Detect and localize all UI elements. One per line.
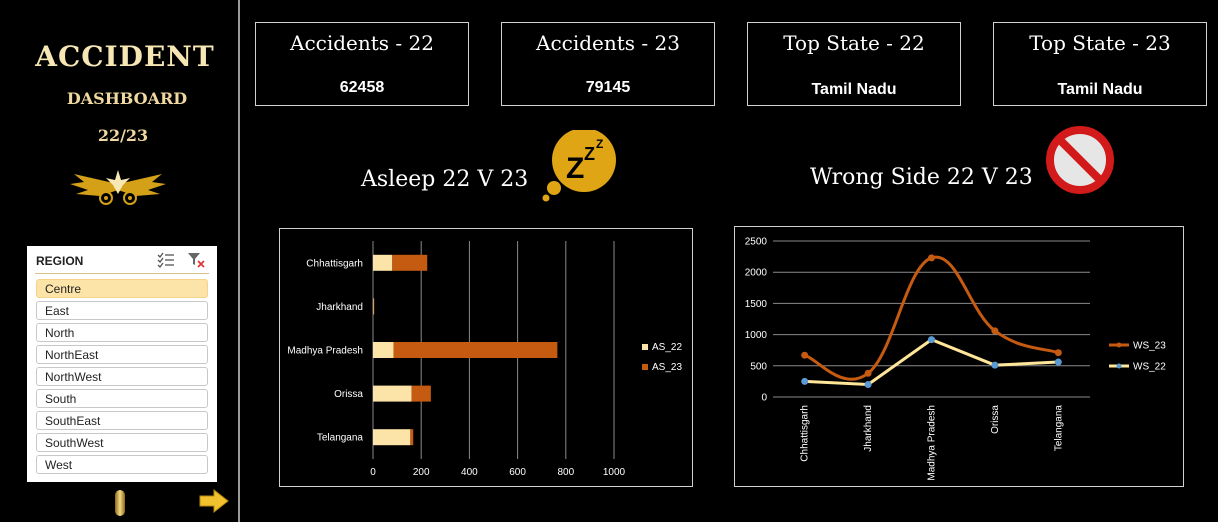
legend-swatch — [642, 364, 648, 370]
wrong-side-line-chart-svg: 0 500 1000 1500 2000 2500 Chhattisgarh Jharkhan… — [745, 237, 1166, 481]
x-tick-label: 400 — [461, 467, 478, 478]
bar-as-23 — [411, 385, 431, 402]
kpi-label: Accidents - 22 — [290, 31, 434, 55]
data-point — [928, 254, 935, 262]
y-tick-label: 500 — [750, 361, 767, 372]
dashboard-title: ACCIDENT — [35, 40, 215, 73]
y-tick-label: 1500 — [745, 299, 768, 310]
slicer-item-north[interactable]: North — [36, 323, 208, 342]
slicer-title: REGION — [36, 254, 84, 268]
scroll-thumb-icon[interactable] — [114, 489, 126, 522]
kpi-value: Tamil Nadu — [811, 81, 897, 98]
x-tick-label: Orissa — [990, 405, 1001, 434]
legend-swatch — [642, 344, 648, 350]
asleep-bar-chart-svg: 0 200 400 600 800 1000 Chhattisgarh Jharkhand Ma… — [287, 241, 682, 478]
sidebar: ACCIDENT DASHBOARD 22/23 REGION — [0, 0, 238, 522]
data-point — [1054, 358, 1062, 366]
x-tick-label: 1000 — [603, 467, 626, 478]
svg-text:Z: Z — [566, 152, 584, 185]
bar-as-22 — [373, 254, 393, 271]
no-entry-icon — [1044, 124, 1116, 201]
x-tick-label: Madhya Pradesh — [927, 405, 938, 481]
wrong-side-chart: 0 500 1000 1500 2000 2500 Chhattisgarh Jharkhan… — [734, 226, 1184, 487]
data-point — [801, 377, 809, 385]
y-tick-label: Chhattisgarh — [306, 258, 363, 269]
bar-as-23 — [392, 254, 428, 271]
x-tick-label: 800 — [557, 467, 574, 478]
arrow-right-icon[interactable] — [198, 488, 230, 518]
data-point — [991, 361, 999, 369]
x-tick-label: Chhattisgarh — [800, 405, 811, 462]
region-slicer: REGION Centre East North NorthEast Nor — [27, 246, 217, 482]
x-tick-label: Telangana — [1053, 405, 1064, 452]
kpi-card-accidents-23: Accidents - 23 79145 — [501, 22, 715, 106]
bar-as-22 — [373, 385, 412, 402]
data-point — [928, 336, 935, 344]
x-tick-label: Jharkhand — [863, 405, 874, 452]
sleep-bubble-icon: Z Z Z — [540, 128, 620, 207]
legend-label: WS_23 — [1133, 341, 1166, 352]
x-tick-label: 0 — [370, 467, 376, 478]
bar-as-23 — [393, 342, 558, 358]
y-tick-label: 1000 — [745, 330, 768, 341]
slicer-item-centre[interactable]: Centre — [36, 279, 208, 298]
data-point — [991, 327, 999, 335]
y-tick-label: 2500 — [745, 237, 768, 248]
kpi-label: Accidents - 23 — [536, 31, 680, 55]
y-tick-label: Orissa — [334, 389, 363, 400]
data-point — [1054, 349, 1062, 357]
slicer-item-south[interactable]: South — [36, 389, 208, 408]
kpi-value: 79145 — [585, 79, 631, 96]
svg-text:Z: Z — [584, 144, 595, 164]
kpi-card-accidents-22: Accidents - 22 62458 — [255, 22, 469, 106]
slicer-item-east[interactable]: East — [36, 301, 208, 320]
clear-filter-icon[interactable] — [187, 252, 205, 273]
y-tick-label: Telangana — [317, 433, 364, 444]
kpi-value: 62458 — [339, 79, 385, 96]
x-tick-label: 200 — [413, 467, 430, 478]
kpi-label: Top State - 22 — [783, 31, 925, 55]
slicer-header: REGION — [27, 246, 217, 274]
legend-label: AS_22 — [652, 342, 682, 353]
slicer-item-southeast[interactable]: SouthEast — [36, 411, 208, 430]
y-tick-label: Madhya Pradesh — [287, 346, 363, 357]
slicer-item-west[interactable]: West — [36, 455, 208, 474]
slicer-item-northwest[interactable]: NorthWest — [36, 367, 208, 386]
sidebar-divider — [238, 0, 240, 522]
data-point — [801, 351, 809, 359]
bar-as-22 — [373, 342, 394, 358]
kpi-value: Tamil Nadu — [1057, 81, 1143, 98]
y-tick-label: 2000 — [745, 268, 768, 279]
bar-as-23 — [373, 298, 375, 315]
legend-label: AS_23 — [652, 362, 682, 373]
kpi-card-top-state-23: Top State - 23 Tamil Nadu — [993, 22, 1207, 106]
svg-text:Z: Z — [596, 137, 603, 151]
dashboard-period: 22/23 — [97, 126, 149, 145]
legend-marker — [1116, 342, 1122, 348]
bar-as-22 — [373, 429, 411, 446]
dashboard-subtitle: DASHBOARD — [66, 89, 188, 108]
golden-wings-emblem-icon — [66, 166, 170, 213]
bar-as-23 — [410, 429, 414, 446]
slicer-item-southwest[interactable]: SouthWest — [36, 433, 208, 452]
asleep-chart-title: Asleep 22 V 23 — [361, 167, 529, 192]
legend-label: WS_22 — [1133, 362, 1166, 373]
wrong-side-chart-title: Wrong Side 22 V 23 — [810, 165, 1033, 190]
slicer-list: Centre East North NorthEast NorthWest South So… — [36, 279, 208, 477]
kpi-card-top-state-22: Top State - 22 Tamil Nadu — [747, 22, 961, 106]
series-line-ws-23 — [804, 255, 1059, 381]
multi-select-icon[interactable] — [157, 252, 175, 273]
bar-as-22 — [373, 298, 374, 315]
x-tick-label: 600 — [509, 467, 526, 478]
data-point — [864, 369, 872, 377]
data-point — [864, 381, 872, 389]
asleep-chart: 0 200 400 600 800 1000 Chhattisgarh Jharkhand Ma… — [279, 228, 693, 487]
y-tick-label: 0 — [761, 393, 767, 404]
kpi-label: Top State - 23 — [1029, 31, 1171, 55]
slicer-separator — [35, 273, 209, 274]
slicer-item-northeast[interactable]: NorthEast — [36, 345, 208, 364]
legend-marker — [1116, 363, 1122, 369]
y-tick-label: Jharkhand — [316, 302, 363, 313]
